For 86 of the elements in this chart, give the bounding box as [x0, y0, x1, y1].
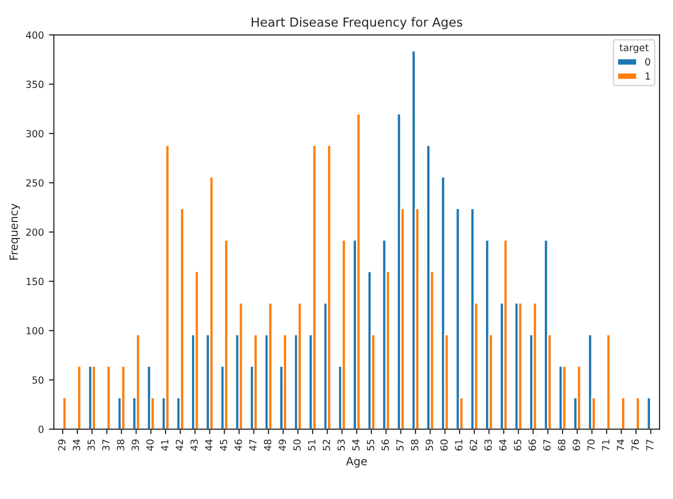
x-tick-label: 42 [176, 440, 183, 451]
bar [62, 396, 68, 430]
bar [646, 396, 652, 430]
y-tick-label: 0 [38, 426, 44, 433]
x-tick-label: 67 [543, 440, 551, 451]
bar [164, 144, 170, 430]
bar [120, 365, 126, 430]
x-tick-label: 29 [58, 440, 66, 451]
bar [224, 239, 229, 430]
bar [518, 302, 523, 430]
x-tick-label: 45 [220, 440, 228, 451]
x-tick-label: 68 [558, 440, 566, 451]
x-tick-label: 53 [337, 440, 345, 450]
bar [341, 239, 346, 430]
x-tick-label: 64 [499, 439, 507, 451]
y-tick-label: 400 [26, 31, 44, 39]
x-tick-label: 60 [440, 440, 448, 451]
legend-label: 1 [646, 72, 650, 80]
x-tick-label: 71 [602, 440, 610, 450]
x-tick-label: 38 [116, 440, 124, 450]
x-tick-label: 69 [572, 440, 580, 451]
x-tick-label: 39 [132, 440, 139, 450]
bar [312, 144, 317, 430]
y-tick-label: 300 [26, 130, 44, 138]
bar [576, 365, 582, 430]
x-tick-label: 51 [308, 440, 316, 450]
bar [106, 365, 112, 430]
x-tick-label: 44 [205, 439, 212, 451]
x-tick-label: 49 [278, 440, 286, 451]
x-tick-label: 35 [88, 440, 95, 450]
bar [76, 365, 82, 430]
bar [455, 208, 460, 430]
x-tick-label: 70 [587, 440, 595, 450]
bar [253, 334, 258, 430]
x-tick-label: 77 [646, 440, 654, 450]
x-tick-label: 46 [234, 439, 242, 451]
bar [620, 396, 626, 430]
x-tick-label: 41 [161, 440, 168, 451]
bar [282, 334, 288, 430]
x-tick-label: 47 [249, 440, 256, 451]
y-tick-label: 350 [26, 80, 44, 88]
x-tick-label: 66 [528, 439, 536, 451]
bar [135, 334, 141, 430]
x-tick-label: 37 [102, 440, 110, 450]
bar [562, 365, 567, 430]
x-tick-label: 59 [426, 440, 434, 450]
x-tick-label: 62 [470, 440, 478, 451]
x-tick-label: 55 [366, 440, 374, 450]
x-tick-label: 50 [293, 440, 301, 450]
y-tick-label: 50 [32, 376, 44, 384]
bar [180, 208, 185, 430]
x-tick-label: 57 [396, 440, 404, 450]
x-tick-label: 54 [352, 439, 360, 450]
bar [297, 302, 302, 430]
x-tick-label: 65 [514, 440, 522, 451]
legend-label: 0 [645, 58, 650, 66]
bar [503, 239, 508, 430]
x-tick-label: 63 [484, 440, 492, 451]
bar [532, 302, 538, 430]
y-tick-label: 200 [26, 228, 44, 236]
x-tick-label: 61 [455, 440, 462, 451]
x-tick-label: 74 [616, 439, 624, 450]
bar [326, 144, 332, 430]
bar [194, 270, 200, 430]
x-axis-title: Age [346, 457, 367, 468]
bar [91, 365, 96, 430]
y-tick-label: 250 [26, 179, 44, 187]
x-tick-label: 48 [264, 440, 272, 451]
bar [356, 113, 362, 430]
legend-title: target [620, 44, 649, 54]
bar [606, 334, 611, 430]
y-tick-label: 150 [26, 278, 44, 286]
x-tick-label: 34 [72, 439, 80, 450]
bar [268, 302, 273, 430]
y-tick-label: 100 [26, 327, 44, 334]
x-tick-label: 52 [322, 440, 330, 450]
chart-title: Heart Disease Frequency for Ages [252, 17, 462, 30]
x-tick-label: 58 [410, 440, 418, 450]
x-tick-label: 76 [631, 439, 639, 450]
bar [208, 176, 214, 430]
bar [238, 302, 244, 430]
bar [635, 396, 640, 430]
x-tick-label: 56 [382, 439, 389, 450]
x-tick-label: 40 [146, 440, 154, 451]
x-tick-label: 43 [190, 440, 198, 451]
y-axis-title: Frequency [10, 204, 20, 260]
